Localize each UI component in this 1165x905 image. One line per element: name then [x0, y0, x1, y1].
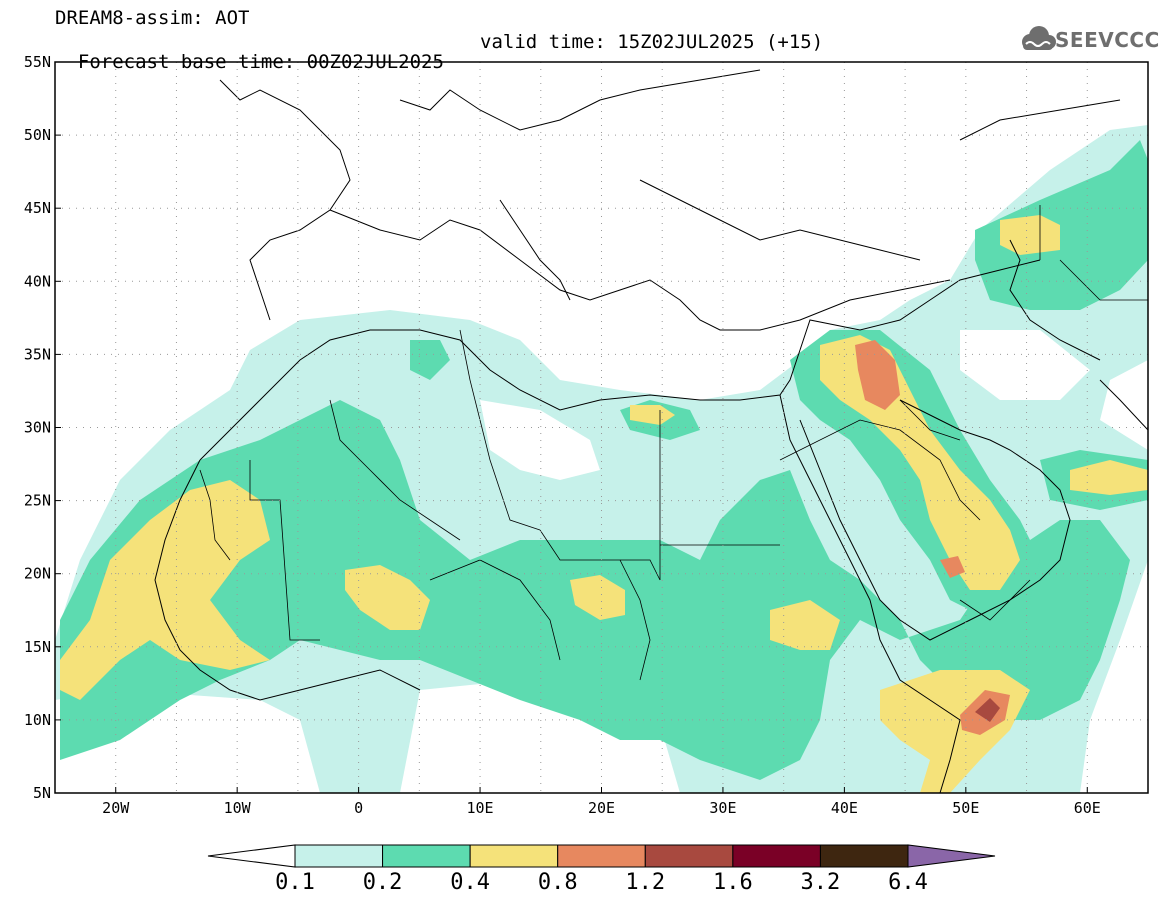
colorbar-swatch	[469, 844, 559, 868]
lon-label: 20E	[588, 799, 615, 817]
lon-label: 40E	[831, 799, 858, 817]
colorbar-swatch	[557, 844, 646, 868]
aot-contour-0.8	[855, 340, 900, 410]
lon-label: 20W	[102, 799, 130, 817]
colorbar-label: 1.6	[712, 870, 753, 895]
colorbar-arrow-high	[907, 844, 996, 868]
graticule	[55, 62, 1148, 793]
lon-label: 50E	[952, 799, 979, 817]
colorbar-label: 3.2	[800, 870, 841, 895]
lat-label: 25N	[24, 492, 51, 510]
lat-label: 20N	[24, 565, 51, 583]
colorbar-swatch	[644, 844, 734, 868]
colorbar-label: 0.4	[450, 870, 491, 895]
colorbar-label: 0.1	[275, 870, 315, 895]
colorbar-swatch	[732, 844, 821, 868]
colorbar-label: 0.2	[362, 870, 403, 895]
aot-fields	[55, 125, 1148, 793]
colorbar-swatch	[819, 844, 909, 868]
valid-time: valid time: 15Z02JUL2025 (+15)	[480, 31, 824, 53]
lat-label: 5N	[33, 784, 51, 802]
latitude-axis: 55N 50N 45N 40N 35N 30N 25N 20N 15N 10N 5N	[24, 53, 61, 802]
lat-label: 15N	[24, 638, 51, 656]
colorbar-label: 0.8	[537, 870, 578, 895]
aot-contour-1.2	[975, 698, 1000, 722]
lat-label: 30N	[24, 419, 51, 437]
lon-label: 10W	[224, 799, 252, 817]
lon-label: 60E	[1074, 799, 1101, 817]
lat-label: 35N	[24, 345, 51, 363]
lon-label: 30E	[709, 799, 736, 817]
chart-title: DREAM8-assim: AOT	[55, 7, 250, 29]
colorbar-label: 1.2	[625, 870, 666, 895]
coastlines	[154, 69, 1148, 793]
lat-label: 10N	[24, 711, 51, 729]
colorbar-swatch	[294, 844, 384, 868]
lat-label: 50N	[24, 126, 51, 144]
lat-label: 45N	[24, 199, 51, 217]
colorbar-arrow-low	[207, 844, 296, 868]
colorbar-label: 6.4	[888, 870, 928, 895]
lat-label: 40N	[24, 272, 51, 290]
cloud-logo-icon	[1022, 26, 1056, 50]
lon-label: 0	[354, 799, 363, 817]
logo-text: SEEVCCC	[1055, 28, 1160, 52]
lon-label: 10E	[467, 799, 494, 817]
colorbar	[207, 844, 996, 868]
country-borders	[199, 205, 1148, 681]
colorbar-swatch	[382, 844, 471, 868]
longitude-axis: 20W 10W 0 10E 20E 30E 40E 50E 60E	[102, 787, 1101, 817]
lat-label: 55N	[24, 53, 51, 71]
aot-contour-0.4	[60, 480, 270, 700]
